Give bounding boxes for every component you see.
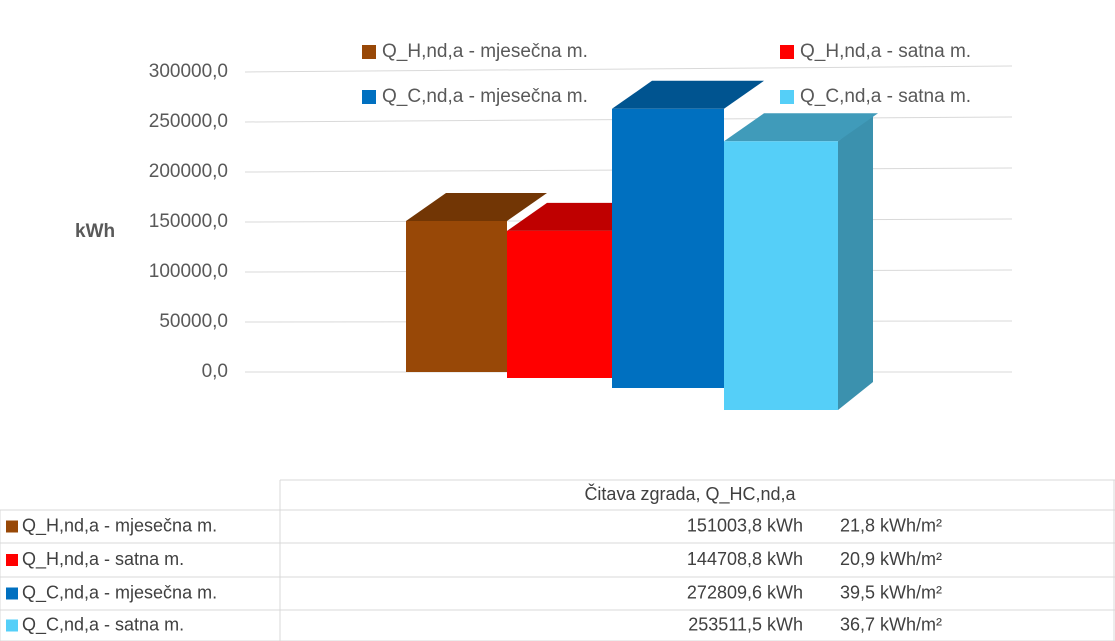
table-value: 144708,8 kWh [687,549,803,569]
bar-top [612,80,764,109]
legend-swatch [780,45,794,59]
table-specific: 21,8 kWh/m² [840,515,942,535]
grid-line [244,65,1013,73]
legend-swatch [362,45,376,59]
table-value: 151003,8 kWh [687,515,803,535]
table-swatch [6,619,18,632]
bar-top [724,113,878,142]
legend-label: Q_H,nd,a - mjesečna m. [382,41,588,62]
legend-label: Q_H,nd,a - satna m. [800,41,971,62]
y-axis-label: kWh [75,221,115,242]
legend-swatch [780,90,794,104]
table-row-label: Q_H,nd,a - mjesečna m. [22,515,217,536]
table-specific: 36,7 kWh/m² [840,614,942,634]
table-specific: 20,9 kWh/m² [840,549,942,569]
table-row-label: Q_C,nd,a - satna m. [22,614,184,635]
y-tick-label: 100000,0 [149,261,228,282]
y-tick-label: 250000,0 [149,111,228,132]
legend-label: Q_C,nd,a - mjesečna m. [382,86,588,107]
bar [406,220,507,372]
table-swatch [6,554,18,566]
y-tick-label: 200000,0 [149,161,228,182]
bar [724,141,838,410]
table-specific: 39,5 kWh/m² [840,582,942,602]
y-tick-label: 0,0 [202,361,228,382]
table-header: Čitava zgrada, Q_HC,nd,a [584,483,796,505]
table-row-label: Q_C,nd,a - mjesečna m. [22,582,217,603]
table-value: 272809,6 kWh [687,582,803,602]
y-tick-label: 150000,0 [149,211,228,232]
bar [612,108,724,388]
legend-swatch [362,90,376,104]
y-tick-label: 300000,0 [149,61,228,82]
table-swatch [6,520,18,533]
table-row-label: Q_H,nd,a - satna m. [22,549,184,570]
legend-label: Q_C,nd,a - satna m. [800,86,971,107]
bar-side [838,113,873,410]
table-swatch [6,587,18,600]
y-tick-label: 50000,0 [159,311,228,332]
bar-top [406,192,547,221]
bar [507,230,612,378]
table-value: 253511,5 kWh [688,614,803,634]
